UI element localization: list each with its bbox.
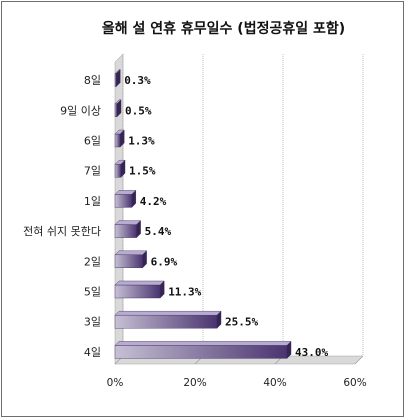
bar-end <box>120 159 126 178</box>
bar-end <box>216 310 222 329</box>
bar-top <box>114 311 222 316</box>
value-label: 0.5% <box>125 104 152 117</box>
value-label: 1.3% <box>128 135 155 148</box>
bar <box>114 163 122 178</box>
grid-floor-line <box>354 355 364 365</box>
bar <box>114 284 161 299</box>
value-label: 11.3% <box>168 286 201 299</box>
category-label: 9일 이상 <box>60 103 101 117</box>
category-label: 5일 <box>84 285 101 299</box>
bar <box>114 133 121 148</box>
chart-title: 올해 설 연휴 휴무일수 (법정공휴일 포함) <box>101 21 346 37</box>
value-label: 0.3% <box>124 74 151 87</box>
value-label: 43.0% <box>295 346 328 359</box>
bar <box>114 345 288 359</box>
category-label: 3일 <box>84 315 101 329</box>
value-label: 6.9% <box>151 255 178 268</box>
bar-top <box>114 341 292 346</box>
bar <box>114 224 137 238</box>
category-label: 전혀 쉬지 못한다 <box>23 225 101 238</box>
value-label: 1.5% <box>129 165 156 178</box>
value-label: 25.5% <box>225 316 258 329</box>
bar-end <box>119 129 125 148</box>
bar <box>114 254 143 269</box>
x-tick-label: 40% <box>263 377 286 389</box>
category-label: 2일 <box>84 254 101 268</box>
x-tick-label: 60% <box>343 377 366 389</box>
value-labels: 0.3% 0.5% 1.3% 1.5% 4.2% 5.4% 6.9% 11.3% 25.5% 43… <box>124 74 328 359</box>
bar-top <box>114 250 148 256</box>
x-tick-labels: 0% 20% 40% 60% <box>107 377 367 389</box>
category-label: 8일 <box>84 73 101 87</box>
bar <box>114 194 132 208</box>
bar-end <box>159 280 165 299</box>
category-label: 4일 <box>84 345 101 359</box>
bar-end <box>136 220 141 239</box>
category-label: 1일 <box>84 194 101 208</box>
value-label: 5.4% <box>145 225 172 238</box>
bar-end <box>142 250 147 269</box>
x-tick-label: 20% <box>183 377 206 389</box>
bar-end <box>131 189 137 208</box>
bar-end <box>115 69 121 88</box>
category-label: 6일 <box>84 134 101 148</box>
bar-top <box>114 280 165 286</box>
value-label: 4.2% <box>140 195 167 208</box>
bar-top <box>114 220 142 225</box>
bar-end <box>116 99 122 118</box>
category-label: 7일 <box>84 164 101 178</box>
bar <box>114 315 218 329</box>
x-tick-label: 0% <box>107 377 124 389</box>
bar-end <box>286 340 292 359</box>
bar <box>114 103 118 118</box>
bars <box>114 69 292 359</box>
